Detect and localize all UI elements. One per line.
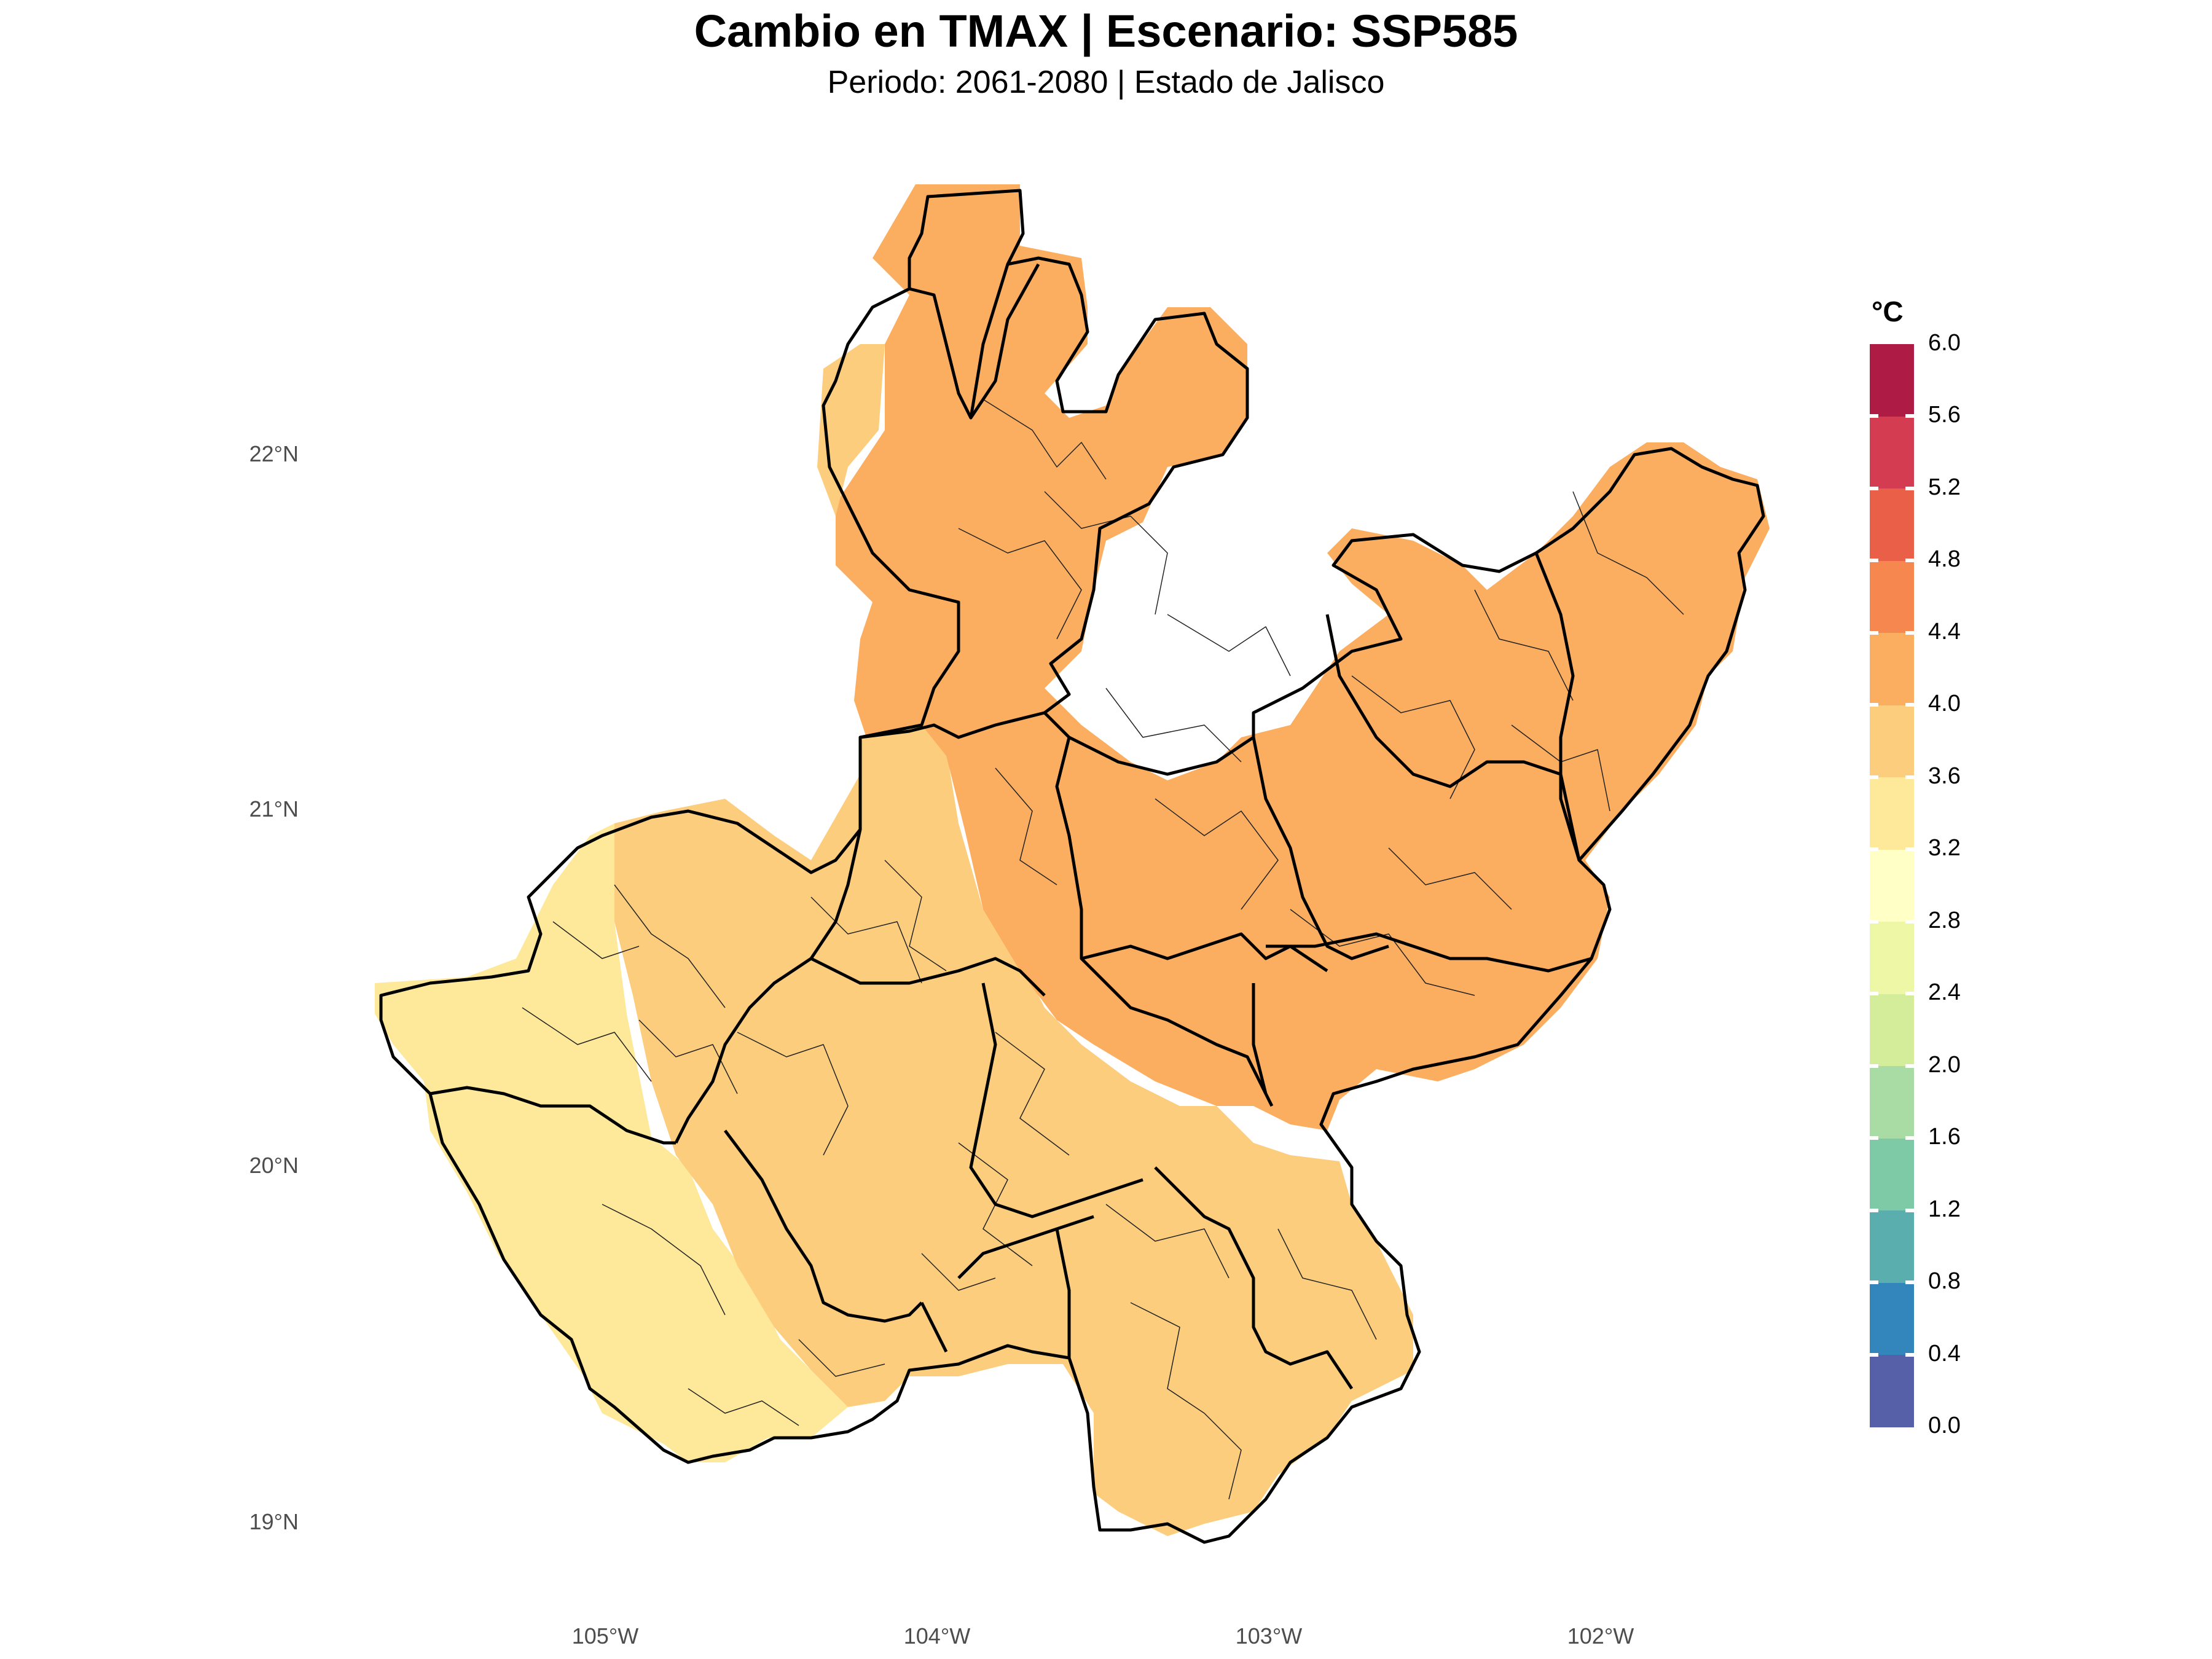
legend-label: 1.2: [1928, 1196, 1961, 1222]
legend-notch: [1870, 1209, 1878, 1212]
legend-label: 1.6: [1928, 1124, 1961, 1150]
legend-label: 4.4: [1928, 619, 1961, 645]
legend-label: 3.6: [1928, 763, 1961, 789]
legend-notch: [1905, 847, 1914, 851]
legend-label: 2.8: [1928, 908, 1961, 933]
legend-label: 0.4: [1928, 1341, 1961, 1367]
legend-label: 3.2: [1928, 835, 1961, 861]
legend-notch: [1870, 1353, 1878, 1357]
legend-notch: [1870, 1064, 1878, 1068]
legend-bin-3.2-3.6: [1870, 777, 1914, 850]
legend-title: °C: [1872, 296, 1904, 327]
municipal-boundaries: [522, 399, 1684, 1500]
legend-bin-1.6-2.0: [1870, 1066, 1914, 1139]
legend-bin-0.0-0.4: [1870, 1355, 1914, 1427]
x-tick-103w: 103°W: [1235, 1623, 1303, 1649]
legend-notch: [1870, 775, 1878, 779]
legend-label: 5.6: [1928, 402, 1961, 428]
legend-label: 6.0: [1928, 330, 1961, 356]
legend-bin-4.0-4.4: [1870, 633, 1914, 705]
legend-notch: [1905, 703, 1914, 707]
legend-bin-0.4-0.8: [1870, 1282, 1914, 1355]
state-outline: [379, 189, 1765, 1544]
legend-notch: [1870, 920, 1878, 924]
y-tick-21n: 21°N: [249, 796, 299, 822]
y-tick-20n: 20°N: [249, 1153, 299, 1178]
legend-label: 4.8: [1928, 546, 1961, 572]
x-tick-102w: 102°W: [1567, 1623, 1634, 1649]
legend-bin-5.2-5.6: [1870, 416, 1914, 488]
legend-notch: [1870, 559, 1878, 562]
legend-notch: [1870, 992, 1878, 995]
chart-subtitle: Periodo: 2061-2080 | Estado de Jalisco: [827, 65, 1385, 100]
legend-notch: [1870, 1136, 1878, 1140]
legend-bin-4.4-4.8: [1870, 560, 1914, 633]
x-tick-105w: 105°W: [571, 1623, 639, 1649]
legend-bin-4.8-5.2: [1870, 488, 1914, 561]
legend-notch: [1905, 414, 1914, 418]
chart-title: Cambio en TMAX | Escenario: SSP585: [694, 6, 1518, 57]
legend-bin-2.8-3.2: [1870, 849, 1914, 922]
legend-bin-3.6-4.0: [1870, 705, 1914, 777]
legend-bin-0.8-1.2: [1870, 1210, 1914, 1283]
legend-label: 2.4: [1928, 979, 1961, 1005]
legend-notch: [1870, 847, 1878, 851]
legend-label: 4.0: [1928, 691, 1961, 716]
legend-notch: [1905, 1281, 1914, 1284]
raster-3.6-4.0: [614, 725, 1413, 1536]
legend-notch: [1905, 1064, 1914, 1068]
raster-3.2-3.6: [375, 823, 848, 1462]
legend-bin-2.0-2.4: [1870, 994, 1914, 1066]
legend-bin-5.6-6.0: [1870, 344, 1914, 417]
legend-label: 5.2: [1928, 474, 1961, 500]
legend-label: 0.0: [1928, 1413, 1961, 1438]
legend-notch: [1905, 775, 1914, 779]
x-tick-104w: 104°W: [903, 1623, 971, 1649]
legend-notch: [1870, 703, 1878, 707]
legend-notch: [1905, 631, 1914, 635]
y-tick-19n: 19°N: [249, 1509, 299, 1534]
legend-notch: [1905, 1209, 1914, 1212]
legend-colorbar: [1870, 344, 1914, 1427]
legend-notch: [1905, 487, 1914, 490]
legend-bin-2.4-2.8: [1870, 922, 1914, 994]
legend-label: 2.0: [1928, 1052, 1961, 1078]
legend-notch: [1870, 414, 1878, 418]
legend-notch: [1905, 992, 1914, 995]
legend-notch: [1905, 1136, 1914, 1140]
regional-boundaries: [379, 189, 1765, 1544]
legend-notch: [1870, 631, 1878, 635]
legend-notch: [1870, 487, 1878, 490]
legend-notch: [1905, 1353, 1914, 1357]
legend-bin-1.2-1.6: [1870, 1138, 1914, 1210]
legend-notch: [1870, 1281, 1878, 1284]
y-tick-22n: 22°N: [249, 441, 299, 466]
legend-notch: [1905, 920, 1914, 924]
legend-label: 0.8: [1928, 1268, 1961, 1294]
legend-notch: [1905, 559, 1914, 562]
